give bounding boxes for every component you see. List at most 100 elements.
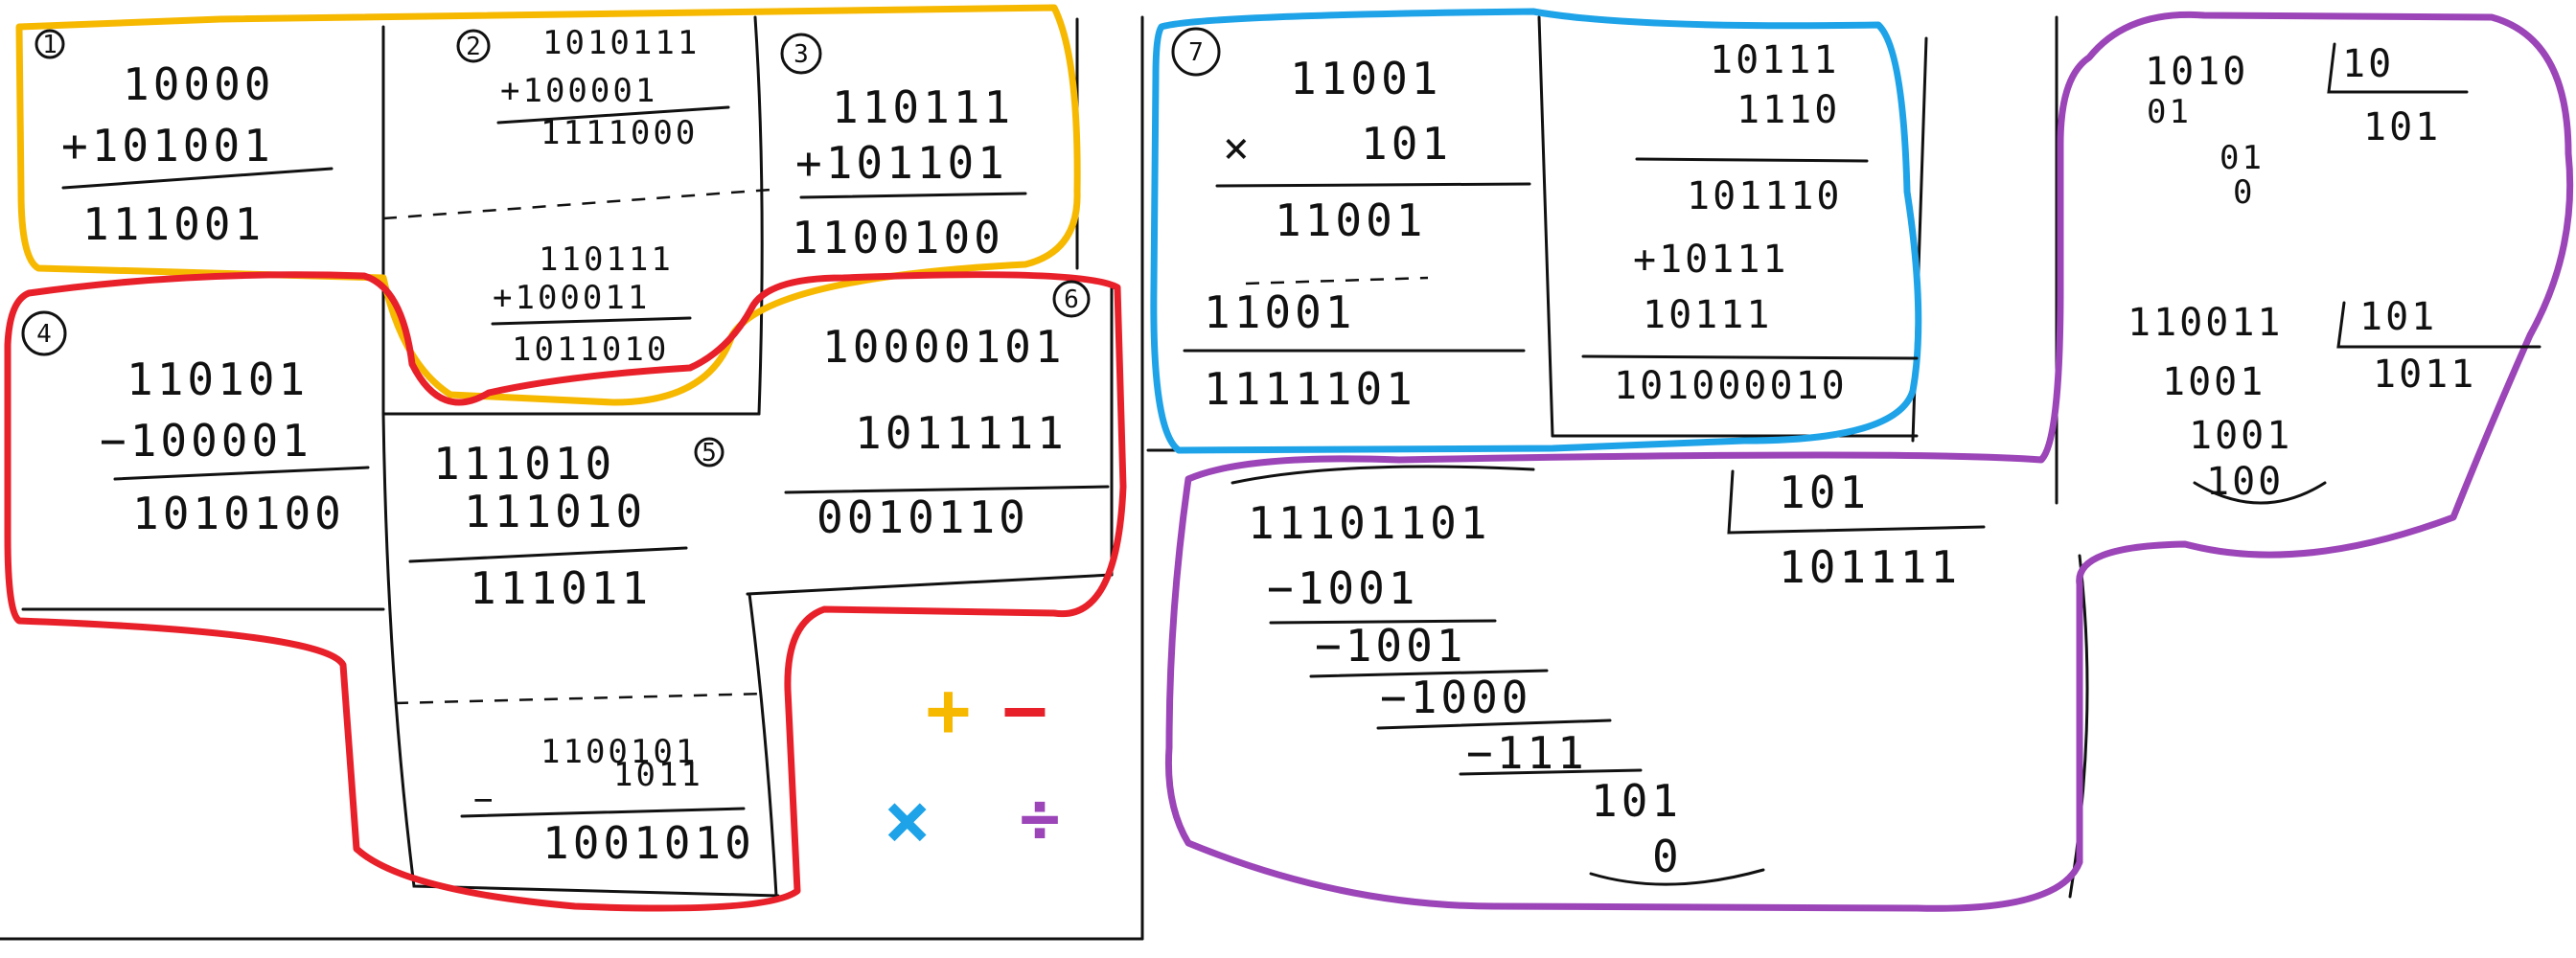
problem-number: 5 <box>702 439 717 468</box>
problem-6-subtraction: 6 10000101 1011111 0010110 <box>784 280 1110 543</box>
sum-result-alt: 1011010 <box>512 331 669 369</box>
multiplication-region-outline <box>1150 8 1922 454</box>
sum-result: 1111000 <box>540 114 698 152</box>
problem-1-addition: 1 10000 +101001 111001 <box>34 29 334 250</box>
problem-number-circle <box>1171 27 1221 77</box>
minuend-alt: 1100101 <box>540 733 698 771</box>
minuend: 110101 <box>126 354 309 405</box>
addend-a: 110111 <box>832 81 1014 133</box>
division-bracket <box>2336 301 2542 349</box>
minuend: 111010 <box>433 438 615 490</box>
addend-b: +101001 <box>61 120 274 171</box>
problem-3-addition: 3 110111 +101101 1100100 <box>780 33 1027 263</box>
product-result: 1111101 <box>1204 363 1416 415</box>
multiplicand-b: 10111 <box>1710 38 1839 82</box>
division-step: 01 <box>2220 139 2265 177</box>
addend-b: +100001 <box>500 72 657 110</box>
remainder: 0 <box>1652 831 1683 882</box>
quotient: 101 <box>2363 105 2441 149</box>
subtrahend-sign: − <box>473 781 495 819</box>
problem-number: 6 <box>1064 285 1079 314</box>
remainder-underline <box>2193 481 2327 505</box>
sum-result: 111001 <box>82 198 264 250</box>
grid-line <box>1537 15 1554 438</box>
sum-line <box>61 167 334 190</box>
addend-a-alt: 110111 <box>539 240 674 279</box>
dividend: 11101101 <box>1248 497 1491 549</box>
difference-line <box>113 466 370 481</box>
problem-number-circle <box>780 33 822 75</box>
problem-number-circle <box>694 437 724 468</box>
legend-multiply-symbol: × <box>884 775 931 866</box>
legend-divide-symbol: ÷ <box>1020 779 1060 857</box>
subtract-step: 101 <box>1591 775 1682 827</box>
subtract-step: −1000 <box>1380 672 1531 723</box>
division-bracket <box>1727 469 1986 535</box>
multiplicand: 11001 <box>1290 53 1441 104</box>
multiplier: 101 <box>1361 118 1452 170</box>
product-line <box>1581 354 1919 360</box>
dashed-separator <box>1245 276 1429 285</box>
partial-product-b1: 101110 <box>1687 174 1843 218</box>
problem-number: 3 <box>794 40 809 69</box>
product-line <box>1635 157 1869 163</box>
addend-a: 10000 <box>123 58 274 110</box>
division-bracket <box>2327 42 2469 94</box>
step-line <box>1459 768 1643 776</box>
problem-number: 4 <box>36 320 52 349</box>
quotient: 1011 <box>2373 353 2476 397</box>
subtrahend: 1011111 <box>855 407 1068 459</box>
subtract-step: −1001 <box>1315 620 1466 672</box>
addend-b-alt: +100011 <box>493 279 650 317</box>
dashed-separator <box>394 692 768 705</box>
division-step: 01 <box>2147 93 2192 131</box>
difference-result: 1010100 <box>132 488 345 539</box>
problem-number: 2 <box>466 33 481 61</box>
problem-2-addition: 2 1010111 +100001 1111000 110111 +100011… <box>456 24 730 369</box>
minuend: 10000101 <box>822 321 1066 373</box>
division-step: 1001 <box>2189 414 2292 458</box>
grid-line <box>746 573 1114 596</box>
sum-line <box>799 192 1027 199</box>
problem-number: 7 <box>1188 38 1204 67</box>
subtrahend: −100001 <box>100 415 312 467</box>
product-line <box>1215 182 1531 188</box>
sum-line <box>496 105 730 125</box>
difference-result: 111011 <box>470 562 652 614</box>
remainder-underline <box>1589 868 1765 886</box>
problem-number-circle <box>1052 280 1091 318</box>
problem-number-circle <box>34 29 65 59</box>
multiply-sign: × <box>1223 122 1254 173</box>
grid-line <box>381 412 780 898</box>
dividend: 1010 <box>2145 50 2248 94</box>
step-line <box>1309 669 1549 678</box>
problem-5-subtraction: 5 111010 111010 111011 1100101 − 1011 10… <box>408 437 755 869</box>
division-problem-large: 11101101 101 101111 −1001 −1001 −1000 −1… <box>1230 465 1986 886</box>
division-step: 1001 <box>2162 360 2266 404</box>
dividend: 110011 <box>2128 301 2284 345</box>
product-result-b: 101000010 <box>1614 364 1848 408</box>
quotient: 101111 <box>1779 541 1961 593</box>
division-problem-small-1: 1010 10 101 01 01 0 <box>2145 42 2469 212</box>
divisor: 101 <box>2359 295 2437 339</box>
subtrahend-alt: 1011 <box>613 756 703 794</box>
addend-b: +101101 <box>795 137 1008 189</box>
problem-number-circle <box>21 310 67 356</box>
dividend-overline <box>1230 465 1535 485</box>
partial-product: 11001 <box>1275 194 1426 246</box>
dashed-separator <box>382 188 771 220</box>
remainder: 0 <box>2233 173 2255 212</box>
difference-result-alt: 1001010 <box>542 817 755 869</box>
subtract-step: −111 <box>1466 727 1588 779</box>
partial-product-shifted: 11001 <box>1204 286 1355 338</box>
difference-line-alt <box>460 807 746 818</box>
problem-number: 1 <box>42 31 58 59</box>
problem-7-multiplication: 7 11001 × 101 11001 11001 1111101 10111 … <box>1171 27 1919 415</box>
problem-number-circle <box>456 29 491 63</box>
divisor: 10 <box>2342 42 2394 86</box>
difference-line <box>408 546 688 563</box>
legend-add-symbol: + <box>926 668 971 754</box>
division-region-outline <box>1164 11 2574 912</box>
divisor: 101 <box>1779 467 1870 518</box>
